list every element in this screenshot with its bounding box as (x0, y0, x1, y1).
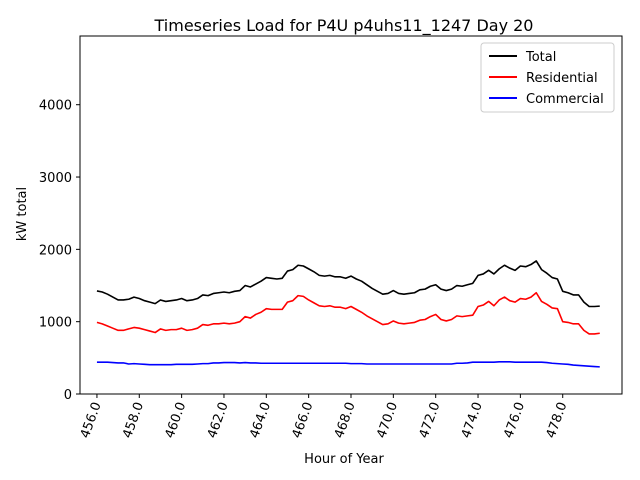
chart-title: Timeseries Load for P4U p4uhs11_1247 Day… (154, 16, 534, 36)
x-tick-label: 464.0 (247, 400, 274, 440)
y-axis-label: kW total (15, 187, 30, 241)
series-line-total (96, 260, 600, 308)
y-tick-label: 2000 (39, 243, 72, 258)
series-line-residential (96, 291, 600, 335)
plot-area (96, 260, 600, 368)
legend: Total Residential Commercial (480, 42, 615, 113)
y-tick-label: 3000 (39, 171, 72, 186)
x-tick-label: 456.0 (78, 400, 105, 440)
y-tick-label: 0 (64, 388, 72, 403)
x-axis-label: Hour of Year (304, 452, 384, 467)
x-tick-label: 470.0 (374, 400, 401, 440)
y-tick-label: 4000 (39, 99, 72, 114)
x-tick-label: 472.0 (417, 400, 444, 440)
x-tick-label: 462.0 (205, 400, 232, 440)
legend-label-commercial: Commercial (526, 92, 604, 107)
x-tick-label: 478.0 (544, 400, 571, 440)
x-tick-label: 474.0 (459, 400, 486, 440)
x-tick-label: 468.0 (332, 400, 359, 440)
x-tick-label: 458.0 (120, 400, 147, 440)
legend-label-residential: Residential (526, 71, 598, 86)
x-tick-label: 466.0 (290, 400, 317, 440)
y-tick-label: 1000 (39, 316, 72, 331)
series-line-commercial (96, 361, 600, 368)
x-tick-label: 476.0 (501, 400, 528, 440)
x-tick-label: 460.0 (163, 400, 190, 440)
legend-label-total: Total (525, 50, 556, 65)
legend-box (480, 42, 615, 113)
